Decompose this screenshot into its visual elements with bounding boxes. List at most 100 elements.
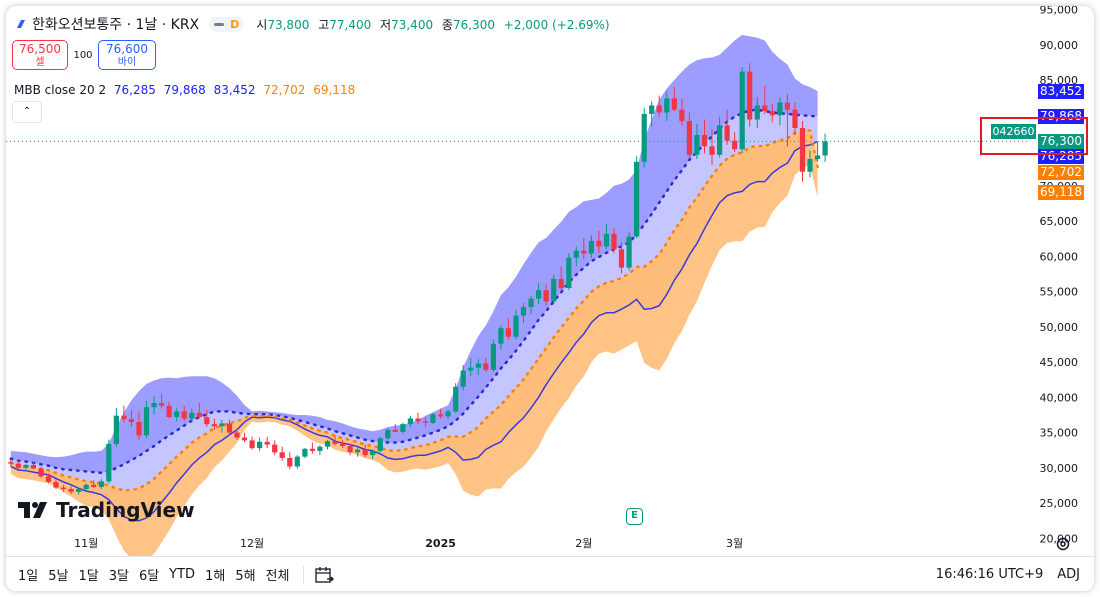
candle-body xyxy=(30,465,36,469)
candle-body xyxy=(76,489,82,492)
calendar-range-icon[interactable] xyxy=(314,565,335,585)
candle-body xyxy=(211,424,217,427)
buy-button[interactable]: 76,600 바이 xyxy=(98,40,156,70)
candle-body xyxy=(498,328,504,344)
candle-body xyxy=(588,240,594,254)
candle-body xyxy=(415,418,421,422)
x-tick-label: 11월 xyxy=(74,537,98,550)
bottom-toolbar: 1일 5날 1달 3달 6달 YTD 1해 5해 전체 16:46:16 UTC… xyxy=(6,556,1094,591)
price-axis-label: 69,118 xyxy=(1038,184,1084,200)
candle-body xyxy=(626,236,632,268)
candle-body xyxy=(340,443,346,446)
candle-body xyxy=(483,363,489,370)
candle-body xyxy=(204,417,210,425)
range-1y[interactable]: 1해 xyxy=(205,569,226,584)
candle-body xyxy=(475,363,481,368)
adjustment-toggle[interactable]: ADJ xyxy=(1057,567,1080,582)
y-tick-label: 90,000 xyxy=(1040,39,1079,52)
ohlc-low-value: 73,400 xyxy=(391,17,434,32)
candle-body xyxy=(815,155,821,159)
candle-body xyxy=(362,449,368,456)
inner-band-fill xyxy=(10,109,818,521)
range-1d[interactable]: 1일 xyxy=(18,569,39,584)
indicator-name: MBB close 20 2 xyxy=(14,83,107,97)
chart-window: 20,000 25,000 30,000 35,000 40,000 45,000 50,0… xyxy=(6,6,1094,591)
x-tick-label: 2월 xyxy=(575,537,592,550)
range-ytd[interactable]: YTD xyxy=(169,567,196,582)
basis-line xyxy=(10,140,818,522)
x-tick-label: 2025 xyxy=(425,537,456,550)
tradingview-logo: TradingView xyxy=(18,498,195,522)
settings-gear-icon[interactable] xyxy=(1055,536,1071,552)
indicator-value-5: 69,118 xyxy=(313,83,356,97)
candle-body xyxy=(422,421,429,423)
candle-body xyxy=(355,449,361,453)
toolbar-divider xyxy=(303,565,305,584)
candle-body xyxy=(513,315,519,337)
candle-body xyxy=(520,307,527,316)
candle-body xyxy=(581,250,587,254)
indicator-legend[interactable]: MBB close 20 2 76,285 79,868 83,452 72,7… xyxy=(14,83,359,97)
sell-price: 76,500 xyxy=(19,42,61,56)
market-status-pill[interactable]: D xyxy=(209,16,245,32)
candle-body xyxy=(611,233,617,250)
indicator-value-2: 79,868 xyxy=(163,83,206,97)
candle-body xyxy=(45,476,52,482)
candle-body xyxy=(98,481,104,487)
upper-band-fill xyxy=(10,34,818,473)
range-5d[interactable]: 5날 xyxy=(48,569,69,584)
ohlc-close-value: 76,300 xyxy=(452,17,495,32)
sell-button[interactable]: 76,500 셀 xyxy=(12,40,68,70)
range-all[interactable]: 전체 xyxy=(265,569,290,584)
price-axis-label: 79,868 xyxy=(1038,108,1084,124)
clock-timezone[interactable]: 16:46:16 UTC+9 xyxy=(935,567,1044,582)
range-6m[interactable]: 6달 xyxy=(138,569,160,584)
candle-body xyxy=(159,403,165,406)
highlight-box xyxy=(980,117,1088,155)
candle-body xyxy=(453,386,459,412)
candle-body xyxy=(38,468,44,477)
candle-body xyxy=(596,240,602,247)
candle-body xyxy=(671,98,677,110)
earnings-flag[interactable]: E xyxy=(626,508,643,525)
candle-body xyxy=(241,437,248,441)
price-axis-label: 76,300 xyxy=(1038,133,1084,149)
y-tick-label: 60,000 xyxy=(1040,250,1079,263)
candle-body xyxy=(739,71,745,150)
candle-body xyxy=(143,407,150,436)
y-tick-label: 40,000 xyxy=(1040,391,1079,404)
range-1m[interactable]: 1달 xyxy=(78,569,99,584)
candle-body xyxy=(558,278,564,289)
candle-body xyxy=(106,443,112,482)
candle-body xyxy=(347,446,353,453)
x-tick-label: 3월 xyxy=(726,537,743,550)
candle-body xyxy=(181,411,187,419)
candle-body xyxy=(377,438,383,451)
candle-body xyxy=(370,450,376,456)
brand-name: TradingView xyxy=(56,498,195,522)
candle-body xyxy=(543,290,549,302)
candle-body xyxy=(113,415,119,444)
candle-body xyxy=(174,411,180,417)
lower-dotted-line xyxy=(9,129,819,492)
range-3m[interactable]: 3달 xyxy=(108,569,129,584)
candle-body xyxy=(822,141,828,156)
collapse-legend-button[interactable]: ⌃ xyxy=(12,101,42,123)
candle-body xyxy=(219,423,225,427)
y-tick-label: 65,000 xyxy=(1040,215,1079,228)
candle-body xyxy=(302,448,308,457)
symbol-title[interactable]: 한화오션보통주 · 1날 · KRX xyxy=(32,17,200,33)
ohlc-readout: 시73,800 고77,400 저73,400 종76,300 +2,000 (… xyxy=(256,16,614,33)
price-axis-label: 83,452 xyxy=(1038,83,1084,99)
candle-body xyxy=(664,98,670,113)
y-tick-label: 30,000 xyxy=(1040,462,1079,475)
ohlc-high-label: 고 xyxy=(318,17,330,32)
candle-body xyxy=(445,411,451,417)
candle-body xyxy=(121,415,127,420)
range-5y[interactable]: 5해 xyxy=(235,569,256,584)
ohlc-low-label: 저 xyxy=(380,17,392,32)
candle-body xyxy=(68,489,74,492)
candle-body xyxy=(15,463,21,468)
candle-body xyxy=(656,105,662,113)
candle-body xyxy=(400,424,406,432)
